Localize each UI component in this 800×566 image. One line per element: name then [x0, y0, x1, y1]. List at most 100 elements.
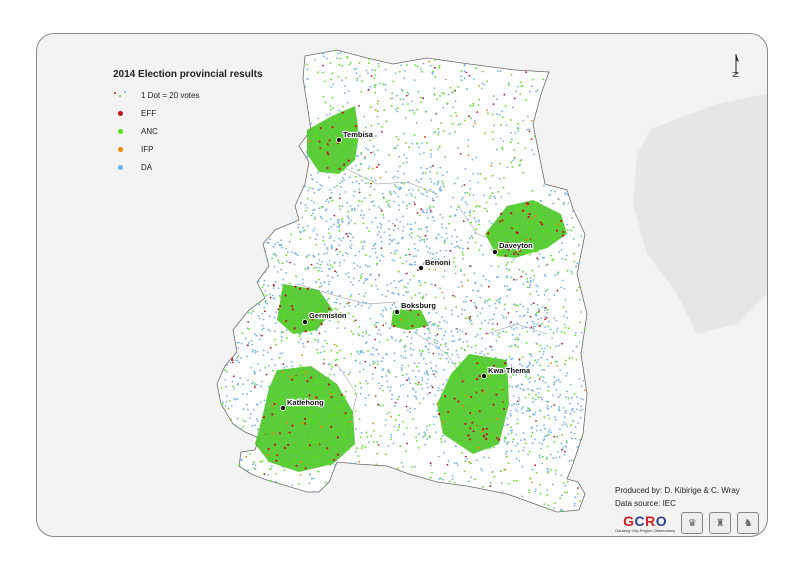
vote-dot	[323, 243, 326, 246]
vote-dot	[534, 490, 537, 493]
vote-dot	[501, 402, 504, 405]
vote-dot	[469, 411, 472, 415]
vote-dot	[354, 222, 356, 225]
vote-dot	[393, 224, 396, 227]
vote-dot	[451, 335, 454, 337]
vote-dot	[423, 240, 426, 243]
vote-dot	[302, 278, 304, 281]
vote-dot	[384, 307, 387, 309]
vote-dot	[410, 236, 413, 239]
vote-dot	[475, 406, 478, 409]
vote-dot	[383, 109, 386, 111]
vote-dot	[313, 227, 316, 230]
map-canvas[interactable]: Tembisa Benoni Daveyton Boksburg Germist…	[37, 34, 767, 536]
vote-dot	[342, 168, 345, 171]
vote-dot	[302, 371, 305, 374]
vote-dot	[292, 221, 295, 224]
vote-dot	[451, 313, 454, 316]
vote-dot	[562, 230, 565, 234]
vote-dot	[451, 426, 454, 429]
vote-dot	[507, 312, 510, 314]
vote-dot	[563, 491, 566, 494]
vote-dot	[417, 90, 420, 93]
vote-dot	[419, 239, 421, 242]
vote-dot	[579, 416, 582, 419]
town-tembisa[interactable]: Tembisa	[335, 129, 375, 144]
vote-dot	[315, 449, 318, 452]
vote-dot	[385, 295, 387, 298]
vote-dot	[546, 507, 549, 510]
vote-dot	[432, 191, 435, 193]
vote-dot	[370, 284, 373, 287]
vote-dot	[382, 309, 384, 312]
vote-dot	[291, 378, 294, 381]
vote-dot	[418, 381, 420, 384]
vote-dot	[372, 354, 375, 356]
vote-dot	[391, 304, 394, 307]
vote-dot	[548, 417, 551, 420]
vote-dot	[527, 202, 530, 205]
vote-dot	[296, 254, 299, 257]
vote-dot	[520, 439, 522, 441]
vote-dot	[498, 254, 501, 257]
vote-dot	[313, 192, 316, 194]
vote-dot	[450, 377, 453, 380]
vote-dot	[480, 284, 483, 287]
town-kwathema[interactable]: Kwa-Thema	[480, 365, 532, 379]
vote-dot	[536, 387, 539, 390]
vote-dot	[305, 421, 309, 425]
vote-dot	[398, 208, 400, 211]
vote-dot	[562, 447, 564, 449]
vote-dot	[329, 235, 332, 238]
vote-dot	[376, 263, 378, 266]
vote-dot	[307, 267, 309, 270]
vote-dot	[334, 359, 337, 362]
vote-dot	[271, 257, 273, 260]
vote-dot	[470, 476, 472, 479]
vote-dot	[310, 312, 313, 315]
vote-dot	[328, 436, 331, 439]
vote-dot	[319, 282, 322, 285]
vote-dot	[420, 313, 423, 316]
vote-dot	[405, 207, 408, 210]
vote-dot	[490, 164, 492, 167]
vote-dot	[465, 394, 468, 397]
vote-dot	[292, 321, 295, 324]
vote-dot	[357, 302, 360, 304]
vote-dot	[577, 244, 580, 247]
vote-dot	[271, 424, 275, 427]
vote-dot	[358, 62, 361, 65]
vote-dot	[501, 146, 503, 149]
vote-dot	[356, 264, 359, 267]
vote-dot	[474, 304, 477, 307]
vote-dot	[323, 281, 326, 284]
town-benoni[interactable]: Benoni	[417, 257, 452, 271]
vote-dot	[281, 352, 284, 355]
vote-dot	[570, 459, 573, 461]
vote-dot	[316, 349, 318, 351]
vote-dot	[437, 455, 440, 458]
vote-dot	[420, 166, 422, 169]
town-daveyton[interactable]: Daveyton	[491, 240, 534, 255]
town-germiston[interactable]: Germiston	[301, 310, 348, 325]
vote-dot	[556, 289, 559, 292]
town-boksburg[interactable]: Boksburg	[393, 300, 438, 315]
vote-dot	[526, 128, 529, 131]
vote-dot	[318, 278, 320, 281]
vote-dot	[299, 474, 302, 476]
vote-dot	[329, 363, 332, 366]
vote-dot	[505, 234, 508, 237]
vote-dot	[403, 303, 405, 305]
vote-dot	[396, 242, 399, 245]
vote-dot	[366, 226, 368, 229]
vote-dot	[427, 321, 430, 324]
vote-dot	[358, 460, 360, 463]
vote-dot	[541, 223, 544, 226]
vote-dot	[536, 343, 538, 345]
vote-dot	[387, 290, 389, 292]
vote-dot	[485, 278, 487, 281]
vote-dot	[525, 273, 527, 275]
vote-dot	[338, 237, 341, 240]
town-katlehong[interactable]: Katlehong	[279, 397, 325, 411]
vote-dot	[558, 408, 560, 411]
